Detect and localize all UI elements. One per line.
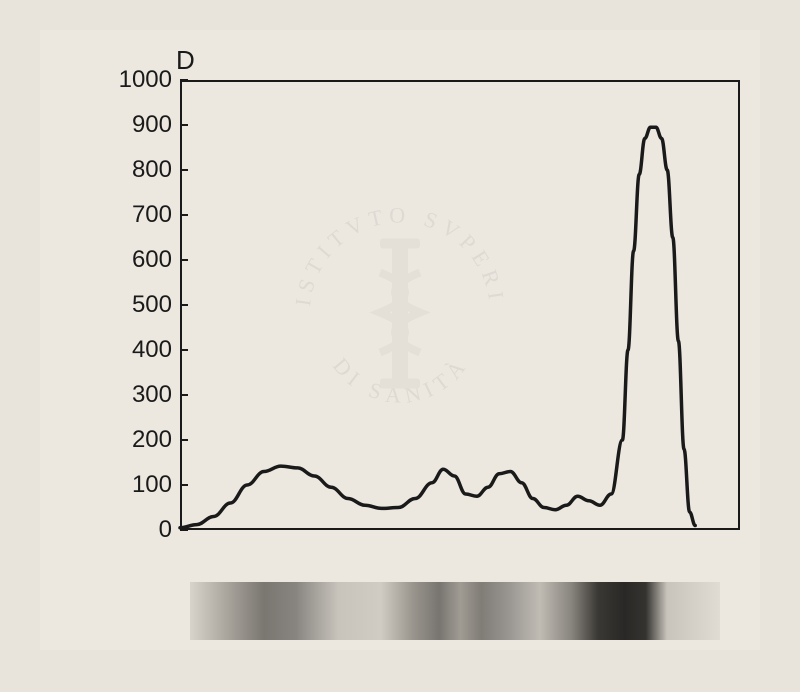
y-tick-label: 800 <box>112 156 172 184</box>
y-tick-mark <box>180 79 188 81</box>
y-tick-label: 100 <box>112 471 172 499</box>
y-tick-label: 300 <box>112 381 172 409</box>
y-tick-label: 700 <box>112 201 172 229</box>
y-tick-mark <box>180 259 188 261</box>
densitometry-curve <box>180 80 740 530</box>
y-axis-title: D <box>176 45 195 76</box>
y-tick-mark <box>180 124 188 126</box>
y-tick-label: 600 <box>112 246 172 274</box>
y-tick-mark <box>180 484 188 486</box>
page-background: D 01002003004005006007008009001000 ISTIT… <box>40 30 760 650</box>
y-tick-mark <box>180 214 188 216</box>
y-tick-mark <box>180 349 188 351</box>
y-tick-label: 400 <box>112 336 172 364</box>
y-tick-label: 900 <box>112 111 172 139</box>
y-tick-mark <box>180 394 188 396</box>
y-tick-mark <box>180 169 188 171</box>
y-tick-label: 200 <box>112 426 172 454</box>
y-tick-label: 1000 <box>112 66 172 94</box>
y-tick-label: 0 <box>112 516 172 544</box>
y-tick-mark <box>180 439 188 441</box>
y-tick-mark <box>180 529 188 531</box>
curve-path <box>180 127 695 528</box>
y-tick-label: 500 <box>112 291 172 319</box>
chart-container: D 0 100 200 300 400 500 600 700 800 900 1000 <box>100 45 740 545</box>
electrophoresis-gel-strip <box>190 582 720 640</box>
y-tick-mark <box>180 304 188 306</box>
